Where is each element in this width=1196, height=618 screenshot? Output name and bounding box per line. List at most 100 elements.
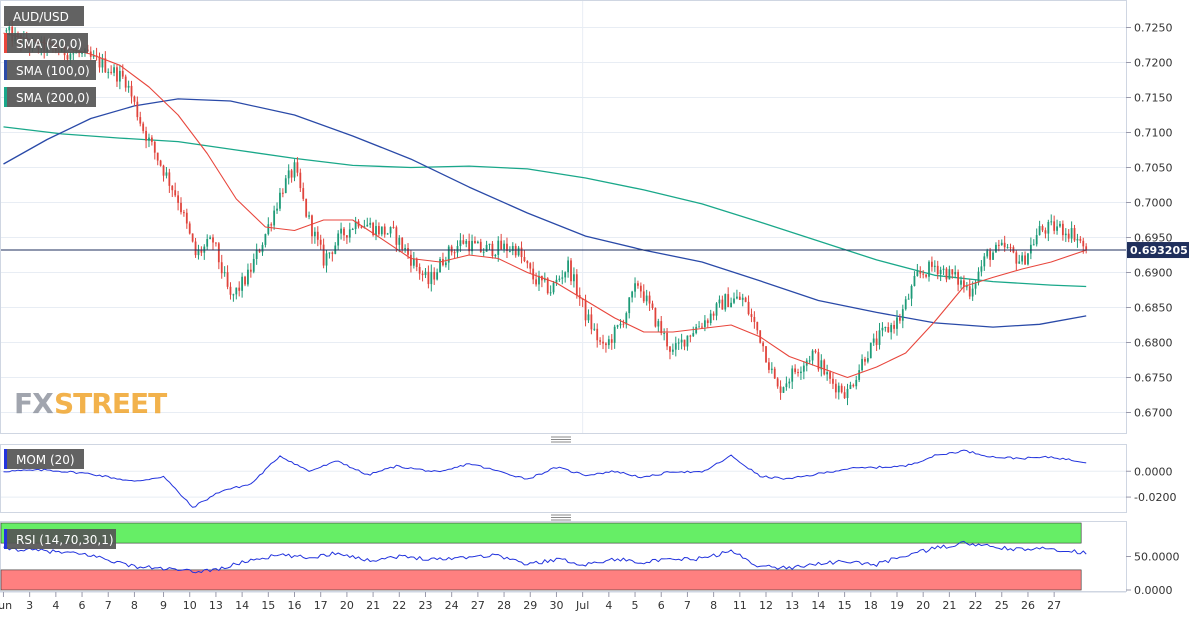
candle-body — [887, 327, 890, 333]
candle-body — [133, 96, 136, 102]
candle-body — [366, 224, 369, 227]
candle — [101, 53, 104, 73]
candle — [718, 295, 721, 308]
candle — [1038, 220, 1041, 236]
candle-body — [430, 271, 433, 285]
candle-body — [808, 360, 811, 362]
candle-body — [1006, 247, 1009, 249]
legend-sma-100[interactable]: SMA (100,0) — [4, 60, 96, 80]
candle — [340, 222, 342, 240]
x-tick-label: 29 — [523, 599, 537, 612]
candle — [500, 233, 503, 250]
candle-body — [689, 335, 692, 337]
candle — [896, 310, 898, 336]
x-tick-label: 3 — [26, 599, 33, 612]
candle — [639, 282, 642, 298]
candle — [832, 373, 834, 390]
candle — [573, 267, 575, 288]
candle — [424, 268, 427, 279]
rsi-label[interactable]: RSI (14,70,30,1) — [4, 529, 116, 549]
candle-body — [136, 101, 139, 118]
candle-body — [645, 295, 648, 302]
candle-body — [951, 269, 954, 275]
candle — [168, 168, 171, 193]
rsi-overbought-band — [0, 522, 1082, 544]
legend-symbol[interactable]: AUD/USD — [4, 6, 84, 26]
candle-body — [281, 192, 284, 194]
legend-sma-200[interactable]: SMA (200,0) — [4, 87, 96, 107]
candle-body — [287, 170, 290, 179]
candle — [864, 356, 866, 366]
candle — [922, 270, 925, 279]
candle — [264, 233, 267, 248]
candle-body — [124, 76, 127, 88]
candle-body — [1000, 242, 1003, 245]
candle-body — [322, 244, 325, 266]
candle-body — [258, 249, 261, 253]
candle-body — [249, 269, 252, 272]
candle — [290, 168, 293, 183]
candle-body — [954, 271, 957, 275]
x-tick-label: 17 — [314, 599, 328, 612]
candle-body — [744, 297, 747, 302]
candle — [596, 323, 599, 348]
candle-body — [148, 137, 150, 141]
candle — [503, 240, 505, 253]
candle-body — [834, 383, 837, 393]
candle-body — [436, 272, 439, 280]
candle-body — [267, 224, 270, 235]
candle — [765, 346, 767, 363]
candle — [209, 235, 212, 240]
candle-body — [316, 231, 319, 240]
momentum-label[interactable]: MOM (20) — [4, 449, 84, 469]
candle-body — [1038, 226, 1041, 236]
candle — [430, 264, 433, 292]
candle-body — [447, 246, 450, 263]
candle — [244, 275, 246, 287]
candle-body — [293, 162, 296, 178]
x-tick-label: 22 — [969, 599, 983, 612]
candle — [887, 322, 890, 333]
candle — [869, 342, 872, 359]
candle — [768, 357, 770, 374]
candle-body — [247, 269, 249, 285]
candle-body — [185, 212, 188, 224]
candle — [797, 368, 799, 377]
candle — [904, 296, 907, 311]
panel-splitter-1[interactable] — [551, 436, 571, 443]
candle-body — [858, 370, 861, 380]
candle — [313, 227, 316, 244]
candle — [712, 311, 715, 321]
candle — [980, 260, 983, 277]
candle-body — [555, 279, 558, 283]
candle — [217, 242, 220, 270]
candle-body — [1041, 226, 1044, 231]
x-tick-label: 26 — [1021, 599, 1035, 612]
candle-body — [471, 240, 473, 252]
candle-body — [738, 296, 741, 300]
candle-body — [290, 170, 293, 178]
rsi-y-axis: 50.0000 0.0000 — [1126, 551, 1180, 597]
candle — [829, 370, 831, 384]
legend-sma-20[interactable]: SMA (20,0) — [4, 33, 88, 53]
x-tick-label: 27 — [471, 599, 485, 612]
x-tick-label: 6 — [79, 599, 86, 612]
candle-body — [736, 296, 738, 299]
candle-body — [520, 247, 523, 258]
candle-body — [1035, 235, 1038, 245]
candle-body — [823, 360, 826, 375]
candle — [770, 362, 773, 374]
candle — [183, 209, 185, 217]
x-tick-label: 24 — [445, 599, 459, 612]
panel-splitter-2[interactable] — [551, 514, 571, 521]
candle-body — [535, 279, 537, 285]
sma-20-line — [3, 32, 1087, 379]
candle — [412, 251, 415, 269]
candle — [241, 272, 244, 298]
candle — [529, 262, 532, 274]
candle — [951, 269, 954, 279]
candle-body — [709, 313, 712, 323]
candle — [800, 366, 802, 380]
candle-body — [104, 58, 107, 73]
candle — [415, 257, 418, 272]
